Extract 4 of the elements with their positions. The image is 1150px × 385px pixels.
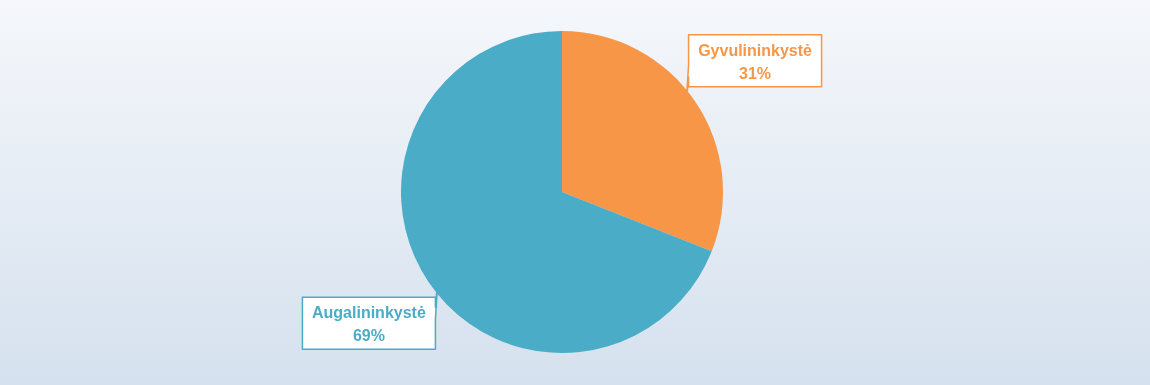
data-label: 31% <box>739 64 772 82</box>
slice-label: Augalininkystė <box>312 304 426 322</box>
slice-label: Gyvulininkystė <box>698 41 813 59</box>
data-label: 69% <box>352 327 385 345</box>
